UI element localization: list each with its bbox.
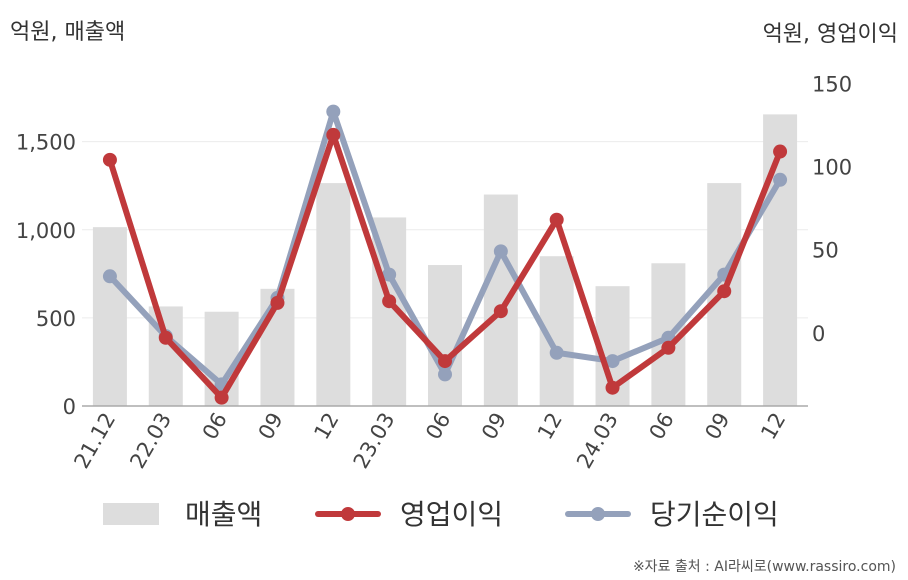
left-axis-unit: 억원, 매출액 <box>10 20 126 45</box>
data-point <box>773 172 788 187</box>
data-point <box>605 354 620 369</box>
data-point <box>102 152 117 167</box>
right-y-axis: 0 50 100 150 <box>812 72 852 345</box>
data-point <box>326 104 341 119</box>
y-tick-label: 0 <box>63 395 76 419</box>
x-tick-label: 23.03 <box>349 409 400 473</box>
legend-marker <box>591 507 605 521</box>
y-tick-label: 50 <box>812 239 839 263</box>
bar <box>763 114 798 407</box>
data-point <box>773 144 788 159</box>
right-axis-unit: 억원, 영업이익 <box>762 22 898 47</box>
x-tick-label: 22.03 <box>125 409 176 473</box>
y-tick-label: 500 <box>36 307 76 331</box>
x-axis: 21.12 22.03 06 09 12 23.03 06 09 12 24.03 06 09 12 <box>69 409 790 473</box>
x-tick-label: 06 <box>645 409 679 444</box>
data-point <box>605 380 620 395</box>
y-tick-label: 150 <box>812 72 852 96</box>
line-series <box>102 104 788 405</box>
x-tick-label: 09 <box>700 409 734 444</box>
data-point <box>382 267 397 282</box>
data-point <box>717 284 732 299</box>
x-tick-label: 21.12 <box>69 409 120 473</box>
left-y-axis: 0 500 1,000 1,500 <box>16 131 76 419</box>
bar <box>316 183 351 406</box>
y-tick-label: 1,000 <box>16 219 76 243</box>
source-note: ※자료 출처 : AI라씨로(www.rassiro.com) <box>632 559 896 575</box>
data-point <box>214 390 229 405</box>
data-point <box>549 345 564 360</box>
bar <box>428 265 462 406</box>
data-point <box>661 340 676 355</box>
data-point <box>270 295 285 310</box>
x-tick-label: 09 <box>254 409 288 444</box>
x-tick-label: 12 <box>309 409 343 444</box>
data-point <box>102 269 117 284</box>
y-tick-label: 1,500 <box>16 131 76 155</box>
data-point <box>493 304 508 319</box>
data-point <box>326 127 341 142</box>
legend-swatch <box>103 503 159 525</box>
x-tick-label: 24.03 <box>572 409 623 473</box>
legend-marker <box>341 507 355 521</box>
x-tick-label: 09 <box>477 409 511 444</box>
legend-label: 영업이익 <box>400 498 503 531</box>
x-tick-label: 06 <box>198 409 232 444</box>
bar <box>483 194 518 406</box>
data-point <box>438 354 452 369</box>
bar <box>92 227 127 406</box>
legend: 매출액 영업이익 당기순이익 <box>103 498 779 531</box>
data-point <box>438 367 452 382</box>
x-tick-label: 12 <box>533 409 567 444</box>
data-point <box>158 330 173 345</box>
data-point <box>493 244 508 259</box>
legend-label: 당기순이익 <box>650 498 779 531</box>
data-point <box>382 294 397 309</box>
legend-label: 매출액 <box>185 498 262 531</box>
x-tick-label: 12 <box>756 409 790 444</box>
x-tick-label: 06 <box>421 409 455 444</box>
y-tick-label: 0 <box>812 322 825 346</box>
data-point <box>549 212 564 227</box>
y-tick-label: 100 <box>812 155 852 179</box>
